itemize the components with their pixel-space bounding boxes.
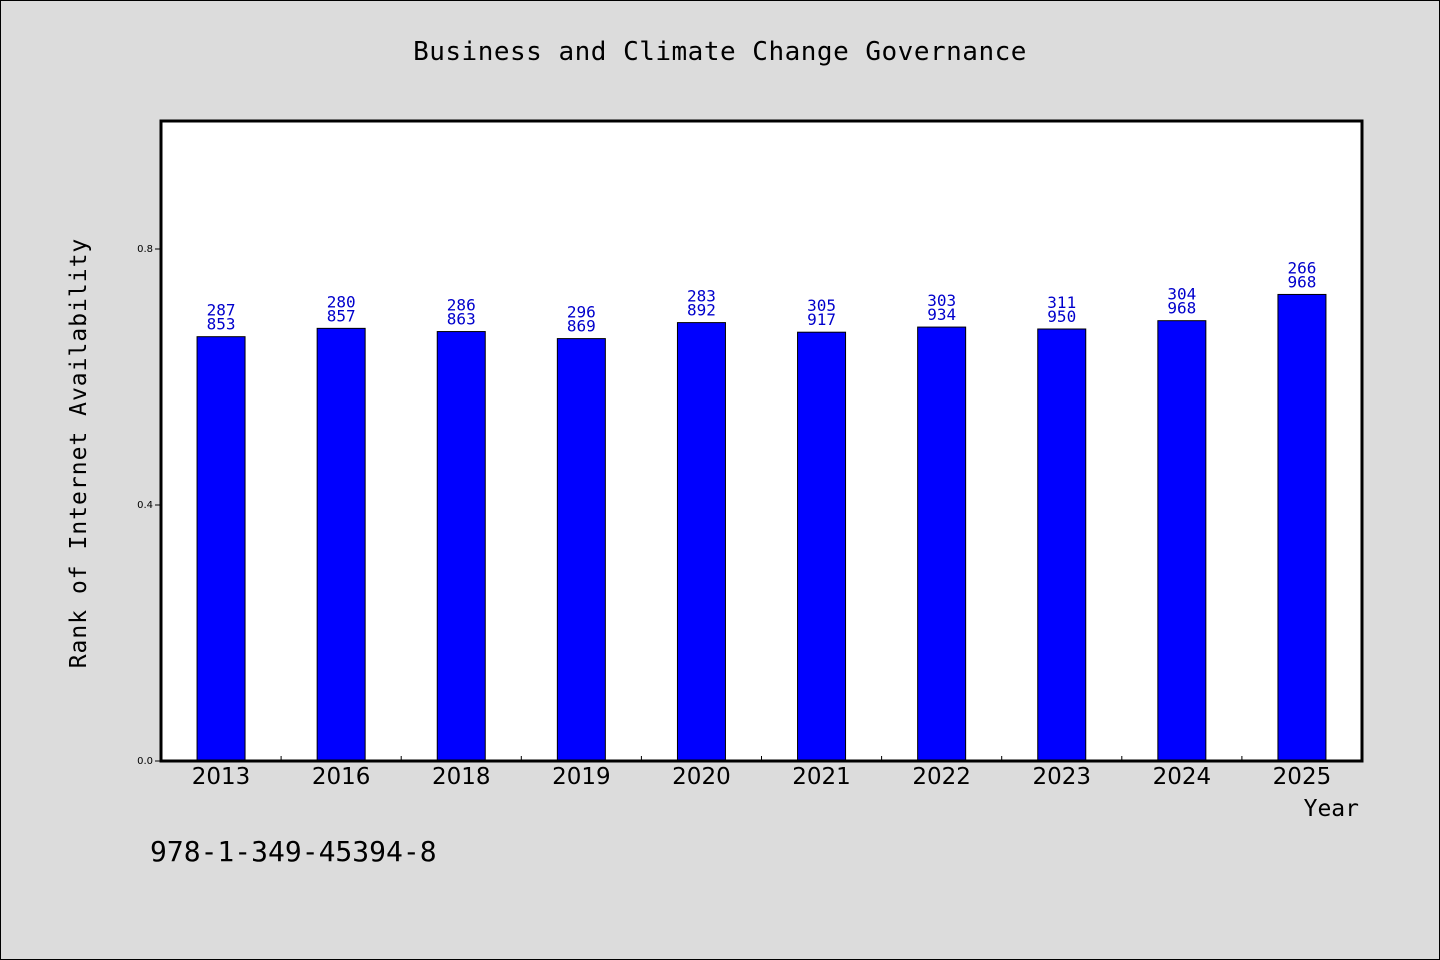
x-tick-label: 2020 [672, 764, 731, 790]
plot-frame [159, 119, 1364, 763]
data-label-line: 857 [327, 306, 356, 325]
data-label-line: 934 [927, 305, 956, 324]
data-label: 266 968 [1287, 258, 1316, 291]
x-tick-label: 2021 [792, 764, 851, 790]
bar [316, 327, 366, 762]
x-axis-title: Year [1303, 796, 1359, 822]
data-label-line: 304 [1167, 285, 1196, 304]
data-label: 296 869 [567, 303, 596, 336]
data-label-line: 287 [207, 301, 236, 320]
data-label-line: 892 [687, 301, 716, 320]
data-label-line: 968 [1167, 299, 1196, 318]
data-label: 286 863 [447, 296, 476, 329]
x-tick-label: 2024 [1153, 764, 1212, 790]
x-tick-label: 2016 [312, 764, 371, 790]
x-tick-label: 2023 [1032, 764, 1091, 790]
bar [1277, 293, 1327, 762]
bar [556, 338, 606, 762]
x-tick-label: 2018 [432, 764, 491, 790]
data-label-line: 968 [1287, 272, 1316, 291]
data-label-line: 296 [567, 303, 596, 322]
bar [917, 326, 967, 762]
bar [436, 331, 486, 762]
x-tick-label: 2025 [1273, 764, 1332, 790]
bar [196, 336, 246, 762]
data-label-line: 283 [687, 287, 716, 306]
data-label: 287 853 [207, 301, 236, 334]
data-label-line: 917 [807, 310, 836, 329]
data-label-line: 286 [447, 296, 476, 315]
y-tick-label: 0.0 [137, 756, 153, 767]
data-label-line: 303 [927, 291, 956, 310]
data-label-line: 853 [207, 315, 236, 334]
data-label-line: 266 [1287, 258, 1316, 277]
data-label: 283 892 [687, 287, 716, 320]
data-label-line: 863 [447, 310, 476, 329]
y-tick-label: 0.4 [137, 500, 153, 511]
bar [797, 331, 847, 762]
x-tick-label: 2013 [192, 764, 251, 790]
y-tick-label: 0.8 [137, 244, 153, 255]
data-label-line: 305 [807, 296, 836, 315]
data-label: 305 917 [807, 296, 836, 329]
data-label-line: 280 [327, 292, 356, 311]
data-label-line: 950 [1047, 307, 1076, 326]
data-label-line: 311 [1047, 293, 1076, 312]
isbn-label: 978-1-349-45394-8 [150, 835, 437, 868]
data-label: 304 968 [1167, 285, 1196, 318]
data-label: 303 934 [927, 291, 956, 324]
data-label: 311 950 [1047, 293, 1076, 326]
data-label-line: 869 [567, 317, 596, 336]
bar [1157, 320, 1207, 762]
chart-title: Business and Climate Change Governance [413, 37, 1027, 67]
bar [676, 322, 726, 762]
bar [1037, 328, 1087, 762]
data-label: 280 857 [327, 292, 356, 325]
x-tick-label: 2019 [552, 764, 611, 790]
x-tick-label: 2022 [912, 764, 971, 790]
